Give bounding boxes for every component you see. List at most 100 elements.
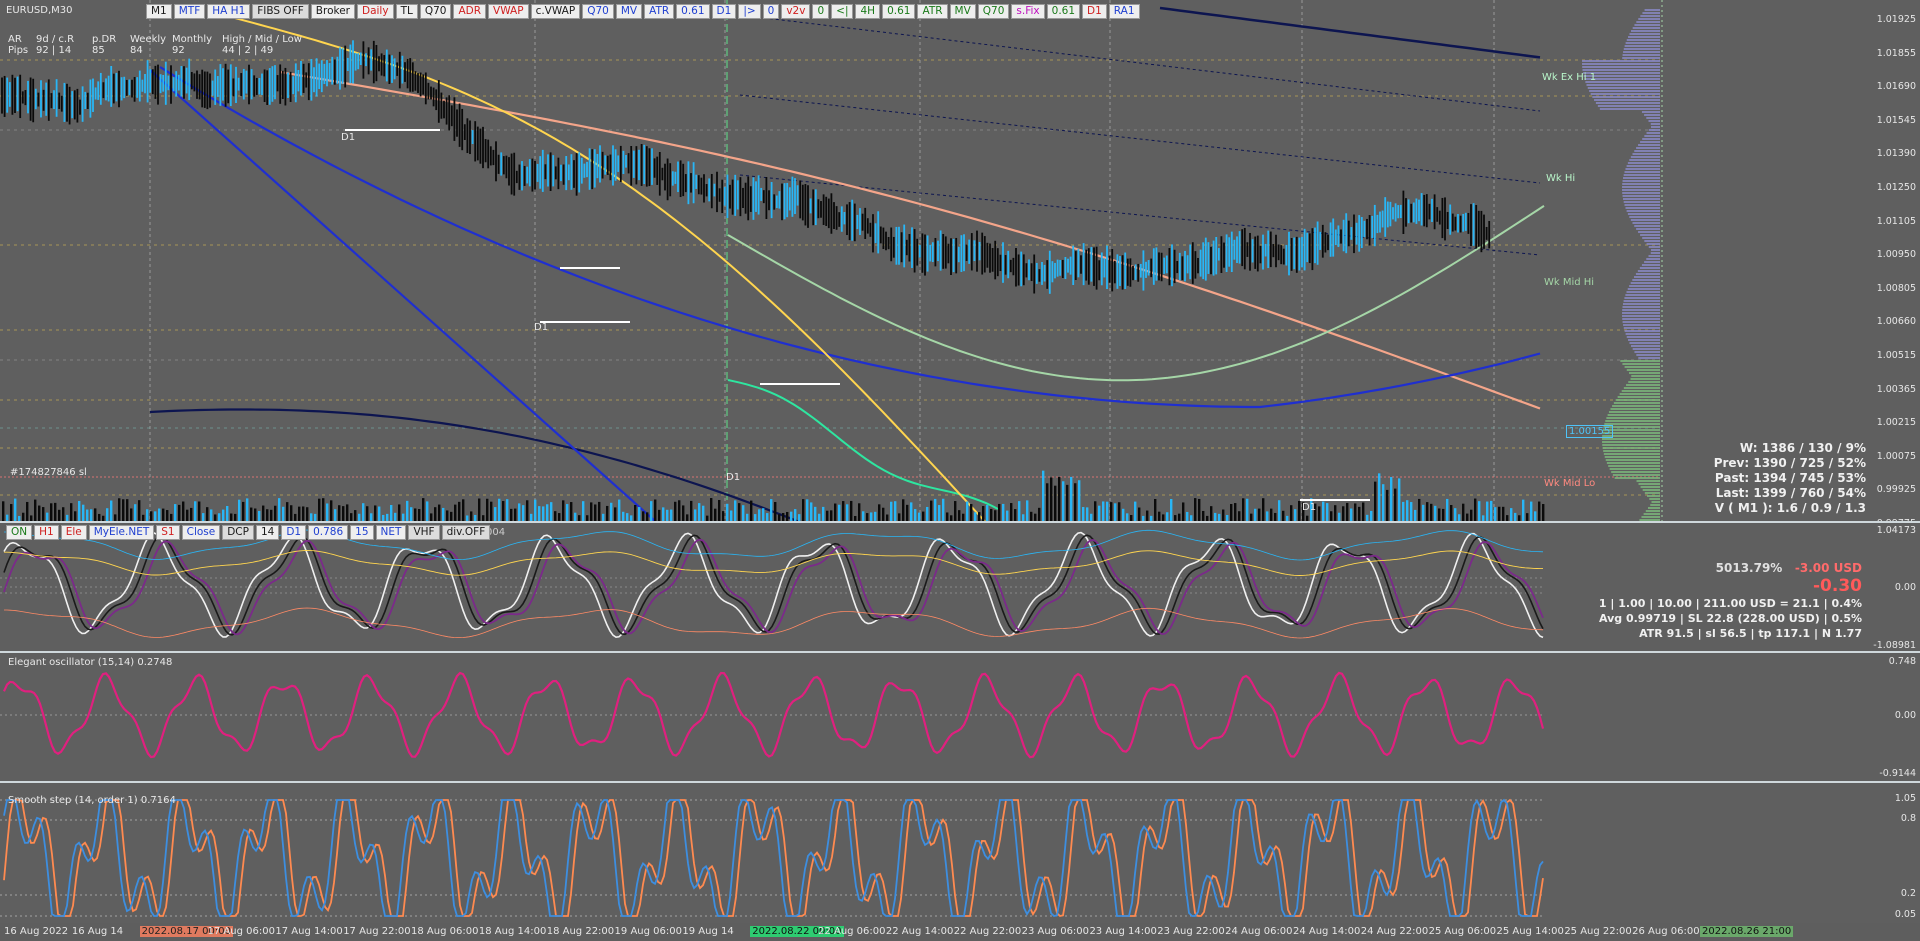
- order-label[interactable]: #174827846 sl: [10, 467, 87, 478]
- volume-bar: [206, 507, 209, 521]
- osc-toolbar-button-13[interactable]: div.OFF: [441, 525, 491, 540]
- volume-bar: [790, 511, 793, 521]
- info-weekly-label: Weekly: [130, 34, 167, 45]
- volume-bar: [198, 501, 201, 521]
- volume-bar: [502, 501, 505, 521]
- toolbar-button-29[interactable]: RA1: [1108, 4, 1140, 19]
- volume-bar: [930, 500, 933, 521]
- osc-toolbar-button-8[interactable]: D1: [281, 525, 307, 540]
- level-wk-mid-lo: Wk Mid Lo: [1544, 478, 1596, 489]
- price-chart-canvas[interactable]: [0, 0, 1920, 521]
- osc-toolbar-button-5[interactable]: Close: [181, 525, 221, 540]
- osc-toolbar-button-7[interactable]: 14: [255, 525, 280, 540]
- volume-bar: [810, 502, 813, 521]
- toolbar-button-27[interactable]: 0.61: [1046, 4, 1081, 19]
- toolbar-button-6[interactable]: TL: [395, 4, 418, 19]
- toolbar-button-3[interactable]: FIBS OFF: [252, 4, 309, 19]
- time-axis-label: 17 Aug 22:00: [343, 926, 411, 937]
- volume-bar: [1394, 488, 1397, 521]
- trade-big: -0.30: [1813, 576, 1862, 596]
- toolbar-button-0[interactable]: M1: [146, 4, 172, 19]
- volume-bar: [1130, 514, 1133, 521]
- osc-toolbar-button-2[interactable]: Ele: [60, 525, 87, 540]
- volume-bar: [106, 508, 109, 521]
- toolbar-button-10[interactable]: c.VWAP: [530, 4, 581, 19]
- volume-bar: [226, 505, 229, 521]
- toolbar-button-1[interactable]: MTF: [173, 4, 206, 19]
- elegant-oscillator-canvas[interactable]: [0, 653, 1920, 781]
- toolbar-button-16[interactable]: |>: [738, 4, 761, 19]
- toolbar-button-23[interactable]: ATR: [917, 4, 948, 19]
- volume-bar: [1266, 511, 1269, 521]
- volume-bar: [1334, 505, 1337, 521]
- toolbar-button-15[interactable]: D1: [711, 4, 737, 19]
- toolbar-button-2[interactable]: HA H1: [207, 4, 251, 19]
- osc-toolbar-button-11[interactable]: NET: [375, 525, 407, 540]
- osc-toolbar-button-0[interactable]: ON: [6, 525, 33, 540]
- osc-toolbar-button-3[interactable]: MyEle.NET: [88, 525, 155, 540]
- volume-bar: [526, 500, 529, 521]
- volume-bar: [110, 500, 113, 521]
- toolbar-button-4[interactable]: Broker: [310, 4, 355, 19]
- osc-toolbar-button-10[interactable]: 15: [350, 525, 374, 540]
- volume-bar: [846, 504, 849, 521]
- toolbar-button-22[interactable]: 0.61: [882, 4, 916, 19]
- pane-separator[interactable]: [0, 521, 1920, 523]
- volume-bar: [890, 501, 893, 521]
- price-chart-pane[interactable]: EURUSD,M30 M1 MTF HA H1 FIBS OFF Broker Daily…: [0, 0, 1920, 521]
- toolbar-button-25[interactable]: Q70: [977, 4, 1010, 19]
- volume-bar: [1178, 513, 1181, 521]
- toolbar-button-24[interactable]: MV: [949, 4, 976, 19]
- osc-toolbar-button-4[interactable]: S1: [156, 525, 180, 540]
- info-hml-label: High / Mid / Low: [222, 34, 302, 45]
- toolbar-button-28[interactable]: D1: [1082, 4, 1107, 19]
- osc-toolbar-button-6[interactable]: DCP: [222, 525, 254, 540]
- toolbar-button-20[interactable]: <|: [831, 4, 854, 19]
- volume-bar: [430, 513, 433, 521]
- volume-bar: [394, 512, 397, 521]
- smooth-step-canvas[interactable]: [0, 783, 1920, 923]
- toolbar-button-26[interactable]: s.Fix: [1011, 4, 1045, 19]
- info-monthly-value: 92: [172, 45, 185, 56]
- pane-separator[interactable]: [0, 651, 1920, 653]
- oscillator-1-pane[interactable]: ON H1 Ele MyEle.NET S1 Close DCP 14 D1 0.786 15 NET…: [0, 523, 1920, 651]
- volume-bar: [1538, 501, 1541, 521]
- toolbar-button-19[interactable]: 0: [812, 4, 830, 19]
- oscillator-1-canvas[interactable]: [0, 523, 1920, 651]
- volume-bar: [1050, 477, 1053, 521]
- toolbar-button-7[interactable]: Q70: [419, 4, 452, 19]
- volume-bar: [562, 500, 565, 521]
- volume-bar: [1410, 502, 1413, 521]
- toolbar-button-5[interactable]: Daily: [356, 4, 394, 19]
- toolbar-button-12[interactable]: MV: [615, 4, 643, 19]
- toolbar-button-18[interactable]: v2v: [781, 4, 811, 19]
- toolbar-button-11[interactable]: Q70: [582, 4, 614, 19]
- volume-bar: [426, 501, 429, 521]
- osc-toolbar-button-12[interactable]: VHF: [408, 525, 440, 540]
- volume-bar: [794, 509, 797, 521]
- volume-bar: [962, 513, 965, 521]
- toolbar-button-13[interactable]: ATR: [644, 4, 675, 19]
- volume-bar: [1194, 498, 1197, 521]
- volume-bar: [1422, 504, 1425, 521]
- volume-bar: [1210, 506, 1213, 521]
- toolbar-button-8[interactable]: ADR: [453, 4, 487, 19]
- toolbar-button-21[interactable]: 4H: [855, 4, 881, 19]
- toolbar-button-14[interactable]: 0.61: [676, 4, 710, 19]
- elegant-oscillator-pane[interactable]: Elegant oscillator (15,14) 0.2748 0.748 …: [0, 653, 1920, 781]
- volume-bar: [1238, 511, 1241, 521]
- volume-bar: [1462, 503, 1465, 521]
- smooth-step-pane[interactable]: Smooth step (14, order 1) 0.7164 1.05 0.…: [0, 783, 1920, 923]
- pane-separator[interactable]: [0, 781, 1920, 783]
- osc-toolbar-button-9[interactable]: 0.786: [308, 525, 349, 540]
- toolbar-button-9[interactable]: VWAP: [488, 4, 529, 19]
- volume-bar: [1274, 512, 1277, 521]
- volume-bar: [590, 502, 593, 521]
- time-axis-label: 2022.08.17 00:00: [139, 926, 233, 937]
- volume-bar: [1230, 503, 1233, 521]
- volume-bar: [910, 502, 913, 521]
- time-axis-label: 2022.08.22 00:00: [750, 926, 844, 937]
- osc1-yellow-band: [4, 550, 1543, 576]
- toolbar-button-17[interactable]: 0: [762, 4, 780, 19]
- osc-toolbar-button-1[interactable]: H1: [34, 525, 59, 540]
